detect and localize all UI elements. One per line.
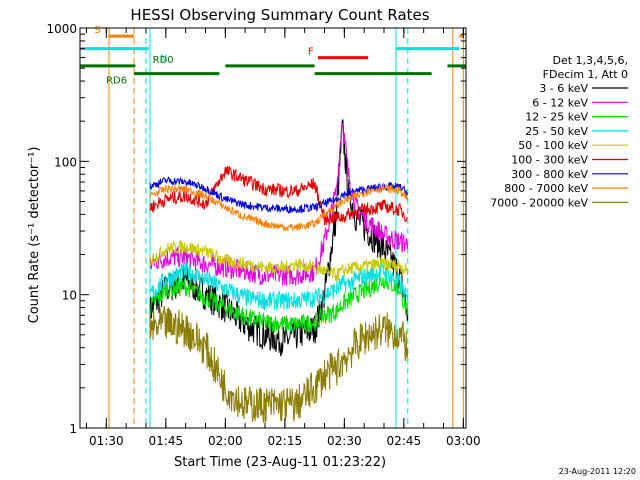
- legend-label: 6 - 12 keV: [532, 96, 588, 109]
- x-tick-label: 02:30: [327, 434, 362, 448]
- x-tick-label: 03:00: [446, 434, 481, 448]
- legend: Det 1,3,4,5,6, FDecim 1, Att 0 3 - 6 keV…: [490, 54, 628, 209]
- x-tick-label: 02:00: [208, 434, 243, 448]
- series-line-3-6-kev: [149, 119, 409, 357]
- series-line-25-50-kev: [149, 262, 409, 311]
- rd6-flag-label: RD6: [106, 76, 127, 87]
- y-tick-label: 1000: [46, 22, 77, 36]
- y-tick-label: 1: [69, 422, 77, 436]
- series-line-800-7000-kev: [149, 183, 409, 232]
- legend-label: 50 - 100 keV: [518, 139, 588, 152]
- x-tick-label: 02:45: [387, 434, 422, 448]
- y-tick-label: 100: [54, 155, 77, 169]
- x-axis-title: Start Time (23-Aug-11 01:23:22): [174, 455, 386, 470]
- legend-label: 100 - 300 keV: [511, 154, 588, 167]
- legend-label: 7000 - 20000 keV: [490, 196, 588, 209]
- legend-header-line-1: Det 1,3,4,5,6,: [552, 54, 628, 67]
- legend-label: 300 - 800 keV: [511, 168, 588, 181]
- legend-header-line-2: FDecim 1, Att 0: [543, 68, 628, 81]
- saa-flag-label: S: [94, 25, 100, 36]
- series-line-100-300-kev: [149, 165, 409, 226]
- flags-layer: S N F RD0 RD6: [80, 25, 466, 428]
- axes-layer: 1 10 100 1000 01:30 01:45 02:00 02:15 02:30 02:45…: [46, 22, 480, 448]
- chart-title: HESSI Observing Summary Count Rates: [130, 6, 429, 24]
- series-line-6-12-kev: [149, 122, 409, 286]
- legend-label: 800 - 7000 keV: [504, 182, 588, 195]
- x-tick-label: 01:45: [149, 434, 184, 448]
- plot-frame: [79, 27, 467, 429]
- series-line-300-800-kev: [149, 176, 409, 215]
- legend-label: 12 - 25 keV: [525, 111, 588, 124]
- x-tick-label: 02:15: [268, 434, 303, 448]
- series-layer: [149, 119, 409, 423]
- series-line-12-25-kev: [149, 275, 409, 333]
- x-tick-label: 01:30: [89, 434, 124, 448]
- y-axis-title: Count Rate (s⁻¹ detector⁻¹): [27, 147, 42, 324]
- rd0-flag-label: RD0: [153, 55, 174, 66]
- series-line-50-100-kev: [149, 239, 409, 282]
- legend-label: 3 - 6 keV: [539, 82, 588, 95]
- flare-flag-label: F: [308, 47, 314, 58]
- night-flag-label: N: [160, 54, 167, 65]
- plot-timestamp: 23-Aug-2011 12:20: [559, 467, 636, 476]
- y-tick-label: 10: [62, 289, 77, 303]
- legend-label: 25 - 50 keV: [525, 125, 588, 138]
- series-line-7000-20000-kev: [149, 306, 409, 423]
